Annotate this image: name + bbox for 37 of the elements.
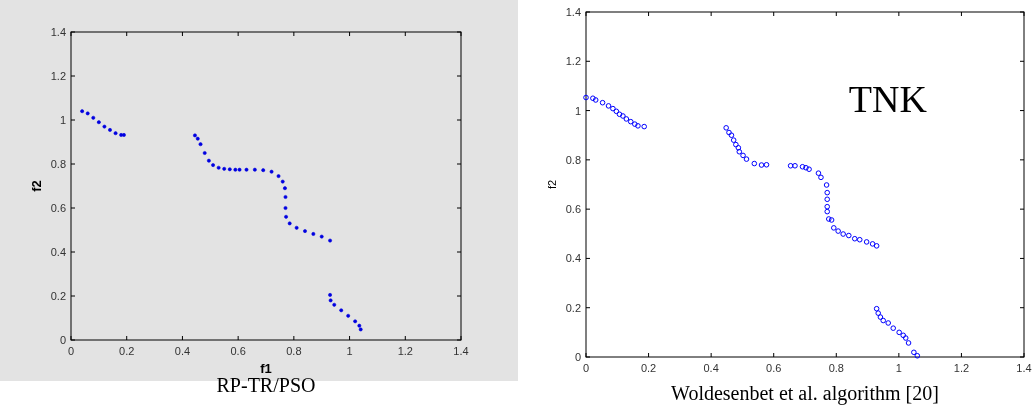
y-tick-label: 0.2 — [50, 290, 66, 302]
x-tick-label: 0 — [582, 362, 590, 374]
y-tick-label: 0.8 — [565, 153, 581, 166]
y-tick-label: 0.6 — [50, 202, 66, 214]
y-axis-title: f2 — [546, 179, 558, 190]
x-tick-label: 1.4 — [453, 345, 469, 357]
x-tick-label: 0.6 — [230, 345, 246, 357]
x-tick-label: 0.6 — [766, 362, 782, 374]
x-tick-label: 0.4 — [174, 345, 191, 357]
x-tick-label: 0 — [67, 345, 75, 357]
y-tick-label: 1 — [59, 114, 66, 126]
x-axis-title: f1 — [260, 361, 272, 376]
y-tick-label: 1.4 — [565, 6, 581, 18]
x-tick-label: 0.8 — [286, 345, 302, 357]
y-tick-label: 1.2 — [565, 55, 581, 68]
x-tick-label: 1 — [895, 362, 902, 374]
y-tick-label: 0.8 — [50, 158, 66, 170]
y-tick-label: 1.4 — [50, 26, 66, 38]
y-tick-label: 0.4 — [50, 246, 66, 258]
x-tick-label: 1 — [346, 345, 353, 357]
text: RP-TR/PSO — [216, 374, 316, 396]
x-tick-label: 0.2 — [119, 345, 135, 357]
y-tick-label: 0.2 — [565, 301, 581, 314]
y-tick-label: 0.6 — [565, 203, 581, 216]
annotation: TNK — [848, 78, 928, 120]
x-tick-label: 0.8 — [828, 362, 844, 374]
y-tick-label: 0 — [59, 334, 66, 346]
x-tick-label: 1.2 — [953, 362, 970, 374]
x-tick-label: 1.2 — [397, 345, 413, 357]
y-axis-title: f2 — [29, 180, 44, 192]
y-tick-label: 0.4 — [565, 252, 581, 265]
y-tick-label: 1 — [574, 104, 581, 117]
text: Woldesenbet et al. algorithm [20] — [671, 382, 939, 405]
x-tick-label: 0.4 — [703, 362, 719, 374]
x-tick-label: 0.2 — [640, 362, 657, 374]
x-tick-label: 1.4 — [1016, 362, 1032, 374]
y-tick-label: 1.2 — [50, 70, 66, 82]
